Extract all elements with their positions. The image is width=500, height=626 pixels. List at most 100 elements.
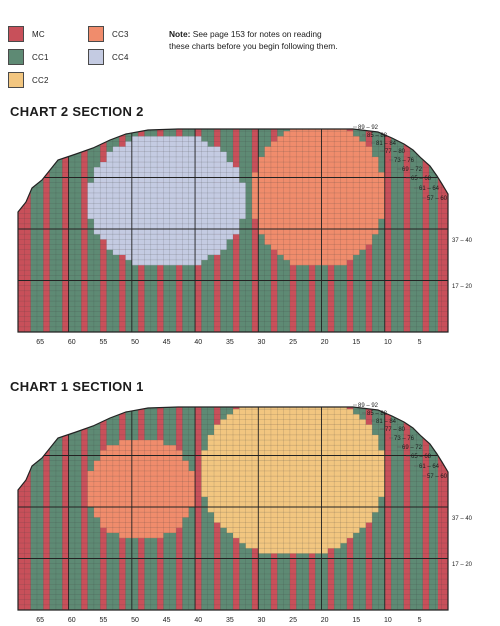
motif-row bbox=[100, 455, 183, 461]
color-legend: MC CC1 CC2 CC3 CC4 Note: See page 153 fo… bbox=[0, 0, 500, 100]
row-range-label: 77 – 80 bbox=[385, 149, 406, 155]
motif-row bbox=[277, 136, 360, 142]
motif-row bbox=[106, 244, 227, 250]
motif-row bbox=[87, 187, 246, 194]
row-range-label: 61 – 64 bbox=[419, 186, 440, 192]
stitch-tick-label: 60 bbox=[68, 339, 76, 346]
motif-row bbox=[264, 146, 373, 152]
motif-cc4 bbox=[87, 136, 246, 266]
mc-stitch-column bbox=[403, 407, 411, 610]
chart-1-section-1-grid: 65 60 55 50 45 40 35 30 25 20 15 10 5 89 – 92 85 – 88 8… bbox=[17, 403, 473, 624]
motif-row bbox=[112, 249, 221, 255]
chart-2-section-2-title: CHART 2 SECTION 2 bbox=[10, 104, 144, 119]
mc-stitch-column bbox=[43, 129, 50, 332]
motif-row bbox=[226, 527, 360, 533]
motif-row bbox=[100, 162, 234, 168]
motif-row bbox=[125, 141, 208, 147]
motif-row bbox=[270, 244, 366, 250]
motif-cc3 bbox=[87, 440, 196, 539]
motif-row bbox=[214, 429, 373, 436]
stitch-tick-label: 20 bbox=[321, 339, 329, 346]
legend-label-cc1: CC1 bbox=[32, 52, 49, 62]
reading-note: Note: See page 153 for notes on reading … bbox=[169, 28, 339, 52]
motif-row bbox=[239, 537, 347, 544]
stitch-tick-label: 30 bbox=[258, 617, 266, 624]
motif-row bbox=[93, 223, 240, 230]
row-range-label: 77 – 80 bbox=[385, 427, 406, 433]
motif-row bbox=[201, 460, 385, 466]
stitch-tick-label: 35 bbox=[226, 339, 234, 346]
row-range-label: 57 – 60 bbox=[427, 474, 448, 480]
right-edge-band bbox=[437, 129, 448, 332]
motif-row bbox=[251, 172, 385, 178]
motif-row bbox=[106, 445, 177, 451]
motif-row bbox=[201, 450, 385, 456]
motif-row bbox=[93, 507, 189, 513]
motif-row bbox=[87, 496, 196, 503]
legend-label-cc3: CC3 bbox=[112, 29, 129, 39]
motif-row bbox=[87, 203, 246, 209]
motif-row bbox=[106, 151, 227, 158]
stitch-tick-label: 55 bbox=[99, 339, 107, 346]
motif-row bbox=[214, 517, 373, 523]
mc-stitch-column bbox=[43, 407, 50, 610]
motif-row bbox=[93, 460, 189, 466]
motif-row bbox=[93, 512, 189, 518]
row-range-label: 69 – 72 bbox=[402, 445, 423, 451]
motif-row bbox=[207, 440, 379, 446]
chart-body bbox=[18, 407, 448, 610]
chart-2-section-2-grid: 65 60 55 50 45 40 35 30 25 20 15 10 5 89 – 92 85 – 88 8… bbox=[17, 125, 473, 346]
motif-row bbox=[258, 548, 328, 554]
mc-stitch-column bbox=[403, 129, 411, 332]
note-label: Note: bbox=[169, 29, 191, 39]
legend-label-mc: MC bbox=[32, 29, 45, 39]
motif-row bbox=[87, 213, 246, 219]
motif-row bbox=[201, 481, 385, 487]
motif-row bbox=[233, 532, 354, 539]
motif-row bbox=[201, 470, 385, 477]
motif-row bbox=[119, 532, 164, 539]
motif-row bbox=[87, 491, 196, 497]
stitch-tick-label: 15 bbox=[352, 339, 360, 346]
motif-row bbox=[207, 445, 379, 451]
motif-row bbox=[207, 434, 379, 441]
legend-item-cc3: CC3 bbox=[88, 26, 129, 42]
stitch-tick-label: 30 bbox=[258, 339, 266, 346]
motif-row bbox=[220, 522, 366, 528]
stitch-tick-label: 40 bbox=[194, 339, 202, 346]
row-range-label: 85 – 88 bbox=[367, 411, 388, 417]
legend-item-cc1: CC1 bbox=[8, 49, 49, 65]
motif-row bbox=[220, 419, 366, 425]
cc1-swatch bbox=[8, 49, 24, 65]
legend-item-cc2: CC2 bbox=[8, 72, 49, 88]
motif-row bbox=[93, 218, 240, 225]
stitch-tick-label: 20 bbox=[321, 617, 329, 624]
stitch-tick-label: 10 bbox=[384, 339, 392, 346]
motif-row bbox=[277, 249, 360, 255]
row-range-label: 89 – 92 bbox=[358, 403, 379, 409]
note-text: See page 153 for notes on reading these … bbox=[169, 29, 338, 51]
stitch-tick-label: 65 bbox=[36, 339, 44, 346]
motif-row bbox=[226, 414, 360, 420]
motif-row bbox=[87, 198, 246, 204]
motif-cc3 bbox=[251, 129, 385, 266]
motif-row bbox=[93, 177, 240, 183]
mc-stitch-column bbox=[62, 407, 69, 610]
motif-row bbox=[201, 455, 385, 461]
stitch-tick-label: 45 bbox=[163, 339, 171, 346]
row-range-label: 61 – 64 bbox=[419, 464, 440, 470]
stitch-tick-label: 60 bbox=[68, 617, 76, 624]
motif-row bbox=[93, 465, 189, 472]
mc-stitch-column bbox=[81, 407, 88, 610]
motif-row bbox=[93, 167, 240, 173]
motif-row bbox=[258, 218, 379, 225]
motif-row bbox=[214, 512, 373, 518]
motif-row bbox=[87, 182, 246, 188]
mc-stitch-column bbox=[251, 129, 259, 332]
ten-stitch-grid bbox=[18, 129, 448, 332]
stitch-tick-label: 5 bbox=[418, 339, 422, 346]
motif-row bbox=[283, 254, 354, 261]
row-range-label: 65 – 68 bbox=[411, 454, 432, 460]
row-range-label: 17 – 20 bbox=[452, 284, 473, 290]
motif-row bbox=[87, 481, 196, 487]
